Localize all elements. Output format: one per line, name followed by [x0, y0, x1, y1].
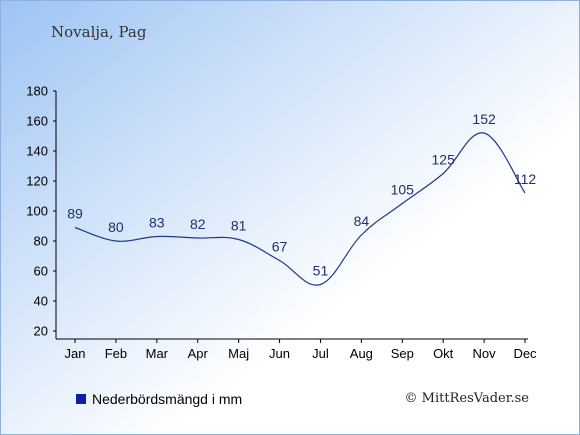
axes	[53, 90, 528, 343]
chart-title: Novalja, Pag	[51, 23, 147, 41]
data-label: 51	[313, 263, 329, 279]
data-label: 80	[108, 219, 124, 235]
x-tick-label: Jan	[65, 346, 86, 361]
series-line	[74, 132, 526, 286]
data-label: 105	[391, 182, 415, 198]
data-label: 82	[190, 216, 206, 232]
data-label: 83	[149, 215, 165, 231]
data-label: 152	[472, 111, 496, 127]
data-label: 67	[272, 239, 288, 255]
data-label: 112	[514, 171, 537, 187]
x-tick-label: Nov	[473, 346, 497, 361]
legend-swatch	[76, 394, 86, 404]
y-tick-label: 120	[26, 174, 48, 189]
x-tick-label: Maj	[228, 346, 249, 361]
data-label: 81	[231, 218, 247, 234]
x-tick-label: Aug	[350, 346, 373, 361]
y-tick-label: 20	[34, 324, 48, 339]
tick-labels: 20 40 60 80 100 120 140 160 180 Jan Feb Mar Apr Maj Ju…	[26, 84, 537, 362]
x-tick-label: Jun	[269, 346, 290, 361]
y-tick-label: 60	[34, 264, 48, 279]
legend: Nederbördsmängd i mm	[76, 391, 242, 407]
x-tick-label: Okt	[433, 346, 454, 361]
y-tick-label: 40	[34, 294, 48, 309]
x-tick-label: Apr	[188, 346, 209, 361]
x-tick-label: Sep	[391, 346, 414, 361]
x-tick-label: Feb	[105, 346, 127, 361]
data-label: 125	[432, 152, 456, 168]
y-tick-label: 100	[26, 204, 48, 219]
data-label: 89	[67, 206, 83, 222]
y-tick-label: 140	[26, 144, 48, 159]
copyright: © MittResVader.se	[404, 391, 529, 406]
y-tick-label: 160	[26, 114, 48, 129]
y-tick-label: 80	[34, 234, 48, 249]
data-labels: 89 80 83 82 81 67 51 84 105 125 152 112	[67, 111, 536, 279]
legend-label: Nederbördsmängd i mm	[92, 391, 243, 407]
x-tick-label: Dec	[513, 346, 537, 361]
data-label: 84	[354, 213, 370, 229]
x-tick-label: Mar	[146, 346, 169, 361]
x-tick-label: Jul	[312, 346, 329, 361]
y-tick-label: 180	[26, 84, 48, 99]
